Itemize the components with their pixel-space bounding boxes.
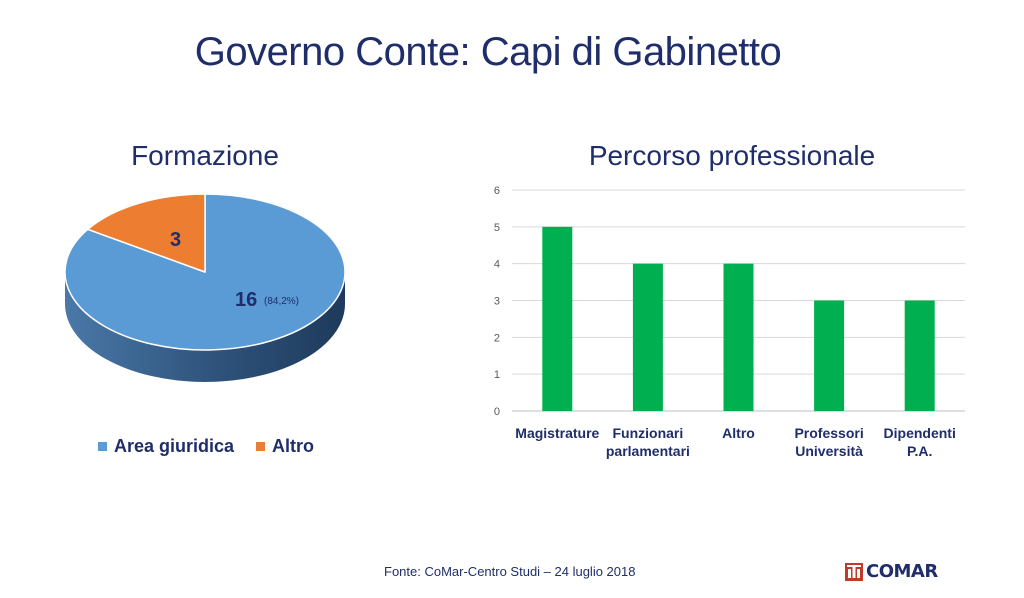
y-tick-label: 5 bbox=[494, 222, 500, 234]
pie-slice-altro bbox=[87, 193, 206, 273]
bar-dipendenti-p-a- bbox=[904, 300, 935, 411]
bar-magistrature bbox=[542, 226, 573, 411]
x-tick-label: Funzionari parlamentari bbox=[606, 425, 690, 459]
bar-altro bbox=[723, 263, 754, 411]
pie-label-value: 16 bbox=[235, 289, 257, 311]
footer-source: Fonte: CoMar-Centro Studi – 24 luglio 20… bbox=[384, 564, 636, 579]
slide-title: Governo Conte: Capi di Gabinetto bbox=[194, 30, 782, 74]
bar-funzionari-parlamentari bbox=[632, 263, 663, 411]
pie-label-value: 3 bbox=[170, 229, 181, 251]
x-tick-label: Magistrature bbox=[515, 425, 599, 441]
y-tick-label: 1 bbox=[494, 369, 500, 381]
pie-legend: Area giuridica Altro bbox=[98, 436, 336, 457]
y-tick-label: 0 bbox=[494, 406, 500, 418]
legend-swatch bbox=[256, 442, 266, 451]
bar-chart-title: Percorso professionale bbox=[588, 140, 876, 171]
legend-label: Altro bbox=[272, 436, 315, 456]
pie-chart-title: Formazione bbox=[131, 140, 279, 171]
legend-swatch bbox=[98, 442, 107, 451]
x-tick-label: Professori Università bbox=[794, 425, 863, 459]
x-tick-label: Dipendenti P.A. bbox=[884, 425, 956, 459]
y-tick-label: 6 bbox=[494, 185, 500, 197]
legend-item-altro: Altro bbox=[256, 436, 314, 457]
pie-side-wall bbox=[65, 272, 345, 382]
comar-logo-text: COMAR bbox=[866, 561, 938, 582]
x-tick-label: Altro bbox=[722, 425, 755, 441]
legend-label: Area giuridica bbox=[114, 436, 235, 456]
bar-professori-universit- bbox=[814, 300, 845, 411]
pie-label-percent: (84,2%) bbox=[264, 296, 299, 307]
y-tick-label: 2 bbox=[494, 332, 500, 344]
comar-logo: COMAR bbox=[845, 561, 938, 582]
y-tick-label: 3 bbox=[494, 296, 500, 308]
y-tick-label: 4 bbox=[494, 259, 500, 271]
legend-item-area-giuridica: Area giuridica bbox=[98, 436, 234, 457]
comar-logo-icon bbox=[845, 562, 863, 581]
